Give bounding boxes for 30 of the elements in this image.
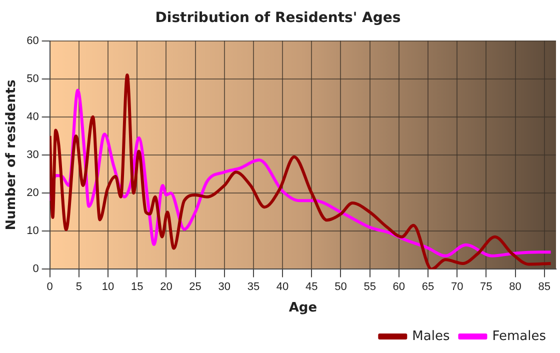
legend-label: Females <box>492 328 546 344</box>
x-tick-label: 75 <box>480 280 492 293</box>
x-tick-label: 50 <box>334 280 347 293</box>
x-tick-label: 10 <box>102 280 114 293</box>
y-tick-label: 40 <box>26 110 39 123</box>
x-tick-label: 45 <box>306 280 318 293</box>
y-tick-label: 30 <box>26 149 39 162</box>
x-tick-label: 20 <box>160 280 172 293</box>
x-tick-label: 60 <box>392 280 406 293</box>
x-tick-label: 55 <box>364 280 376 293</box>
y-tick-label: 20 <box>26 187 39 200</box>
x-tick-label: 15 <box>130 280 144 293</box>
chart-title: Distribution of Residents' Ages <box>155 10 401 26</box>
y-tick-label: 0 <box>32 263 39 276</box>
x-tick-label: 0 <box>46 280 53 293</box>
x-tick-label: 40 <box>276 280 289 293</box>
x-tick-label: 35 <box>247 280 260 293</box>
legend-label: Males <box>412 328 450 344</box>
x-tick-label: 65 <box>422 280 434 293</box>
x-tick-label: 85 <box>538 280 550 293</box>
x-tick-label: 70 <box>450 280 464 293</box>
y-axis-title: Number of residents <box>4 79 20 230</box>
x-tick-label: 5 <box>76 280 82 293</box>
y-tick-label: 60 <box>26 34 39 47</box>
x-axis-title: Age <box>288 300 318 316</box>
x-tick-label: 25 <box>189 280 202 293</box>
y-tick-label: 10 <box>26 225 39 238</box>
y-tick-label: 50 <box>26 72 39 85</box>
x-tick-label: 80 <box>509 280 522 293</box>
x-tick-label: 30 <box>218 280 230 293</box>
